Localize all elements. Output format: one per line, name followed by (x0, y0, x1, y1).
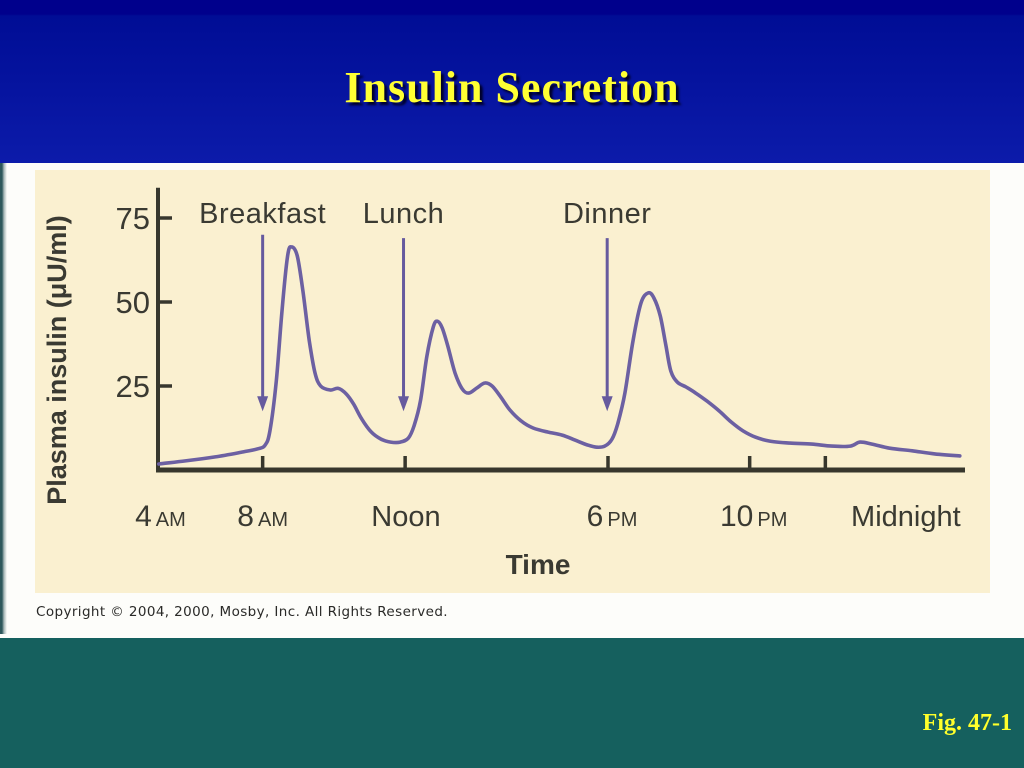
copyright-text: Copyright © 2004, 2000, Mosby, Inc. All … (36, 604, 448, 620)
y-tick-label: 75 (116, 201, 150, 236)
meal-annotation-label: Breakfast (199, 198, 326, 230)
y-tick-label: 25 (116, 369, 150, 404)
x-tick-label: 6 PM (587, 500, 638, 533)
left-edge-artifact (0, 163, 7, 634)
insulin-chart-svg: 25 50 75 4 AM 8 AM Noon 6 PM 10 PM Midnight Time P… (42, 187, 965, 580)
x-axis-title: Time (506, 549, 571, 580)
x-tick-label: 4 AM (135, 500, 186, 533)
x-tick-label: 8 AM (237, 500, 288, 533)
insulin-curve (157, 245, 962, 466)
x-tick-label: 10 PM (720, 500, 787, 533)
slide-header: Insulin Secretion (0, 0, 1024, 163)
y-tick-label: 50 (116, 285, 150, 320)
x-tick-label: Noon (371, 501, 440, 533)
meal-annotation-arrowhead (398, 396, 410, 412)
figure-reference: Fig. 47-1 (922, 710, 1012, 736)
y-axis-title: Plasma insulin (μU/ml) (42, 215, 72, 505)
slide-title: Insulin Secretion (344, 63, 680, 112)
meal-annotation-label: Dinner (563, 198, 651, 230)
figure-panel: 25 50 75 4 AM 8 AM Noon 6 PM 10 PM Midnight Time P… (35, 170, 990, 593)
meal-annotation-label: Lunch (363, 198, 445, 230)
meal-annotation-arrowhead (257, 396, 269, 412)
x-tick-label: Midnight (851, 501, 961, 533)
meal-annotation-arrowhead (601, 396, 613, 412)
slide-footer (0, 638, 1024, 768)
